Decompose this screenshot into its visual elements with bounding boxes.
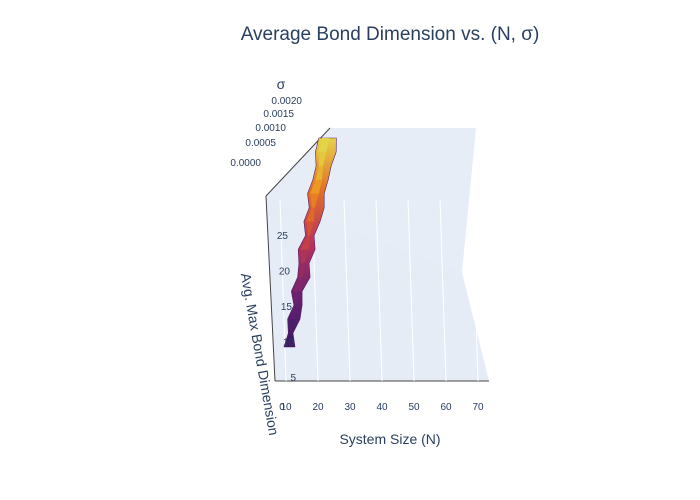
- x-tick-label: 20: [312, 402, 324, 413]
- surface-strip: [318, 138, 329, 152]
- x-tick-label: 70: [472, 402, 484, 413]
- surface-strip: [289, 319, 296, 334]
- surface-strip: [306, 221, 314, 236]
- z-tick-label: 15: [281, 302, 293, 313]
- z-tick-label: 5: [290, 373, 296, 384]
- surface-strip: [293, 291, 301, 306]
- surface-strip: [285, 333, 292, 347]
- surface-ribbon: [283, 137, 337, 348]
- surface-strip: [289, 305, 296, 320]
- surface-strip: [300, 235, 310, 250]
- surface-strip: [310, 179, 322, 194]
- surface-strip: [315, 165, 324, 180]
- y-tick-label: 0.0005: [245, 138, 276, 149]
- y-tick-label: 0.0010: [255, 123, 286, 134]
- surface-strip: [318, 151, 327, 166]
- surface-strip: [310, 193, 319, 208]
- chart-title: Average Bond Dimension vs. (N, σ): [241, 24, 540, 45]
- surface-strip: [306, 207, 315, 222]
- x-grid-line: [375, 199, 383, 382]
- y-tick-label: 0.0020: [271, 96, 302, 107]
- x-tick-label: 50: [408, 402, 420, 413]
- x-grid-line: [471, 199, 479, 382]
- surface-strip: [299, 263, 304, 278]
- y-tick-label: 0.0000: [230, 158, 261, 169]
- z-tick-labels: 5 10 15 20 25: [277, 231, 297, 384]
- x-grid-line: [439, 199, 447, 382]
- x-tick-label: 40: [376, 402, 388, 413]
- floor-plane: [266, 196, 489, 381]
- x-grid-line: [407, 199, 415, 382]
- z-axis-line: [265, 195, 276, 382]
- x-axis-title: System Size (N): [339, 431, 440, 447]
- z-tick-label: 20: [279, 267, 291, 278]
- x-tick-labels: 10 20 30 40 50 60 70: [280, 402, 484, 413]
- z-tick-label: 10: [283, 338, 295, 349]
- z-tick-label: 25: [277, 231, 289, 242]
- y-tick-labels: 0.0000 0.0005 0.0010 0.0015 0.0020: [230, 96, 302, 169]
- surface-strip: [293, 277, 303, 292]
- surface-strip: [300, 249, 310, 264]
- grid-lines: [279, 199, 479, 382]
- x-tick-label: 30: [344, 402, 356, 413]
- x-tick-label: 10: [280, 402, 292, 413]
- y-tick-label: 0.0015: [263, 109, 294, 120]
- x-tick-label: 60: [440, 402, 452, 413]
- x-origin-tick-label: 0: [279, 402, 285, 413]
- y-axis-title: σ: [277, 76, 286, 92]
- x-grid-line: [343, 199, 351, 382]
- x-grid-line: [279, 199, 287, 382]
